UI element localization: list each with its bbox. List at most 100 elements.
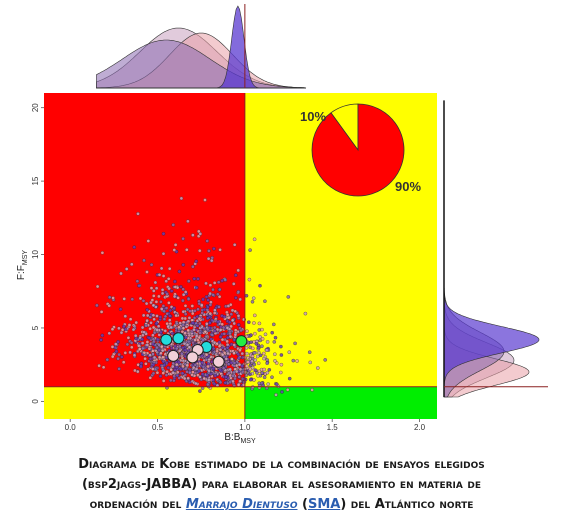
scatter-point [145,318,149,323]
scatter-point [203,329,208,334]
scatter-point [222,314,227,319]
scatter-point [216,280,221,284]
scatter-point [262,367,266,372]
scatter-point [184,335,188,340]
scatter-point [252,321,256,325]
scatter-point [155,337,160,342]
scatter-point [257,346,261,350]
scatter-point [152,289,156,293]
scatter-point [244,364,249,368]
scatter-point [194,381,198,386]
scatter-point [201,297,205,302]
scatter-point [255,354,260,359]
scatter-point [270,330,274,335]
scatter-point [223,278,228,282]
scatter-point [154,321,159,326]
scatter-point [316,366,320,370]
scatter-point [253,331,257,336]
scatter-point [171,370,175,375]
scatter-point [137,343,141,348]
scatter-point [234,273,238,277]
scatter-point [223,380,228,385]
scatter-point [167,286,171,291]
scatter-point [231,379,235,384]
scatter-point [161,359,166,364]
scatter-point [169,289,174,293]
scatter-point [172,374,176,378]
scatter-point [218,347,223,352]
scatter-point [194,367,199,371]
scatter-point [141,299,146,303]
scatter-point [225,326,230,330]
scatter-point [166,277,171,281]
scatter-point [251,296,256,300]
pie-label-yellow: 10% [300,109,326,124]
scatter-point [221,325,226,330]
scatter-point [272,322,276,327]
scatter-point [136,369,140,374]
scatter-point [213,329,217,333]
scatter-point [204,295,209,299]
scatter-point [237,362,242,367]
scatter-point [145,308,149,312]
scatter-point [181,298,185,303]
scatter-point [168,314,172,318]
scatter-point [194,285,199,290]
scatter-point [141,313,146,318]
scatter-point [178,344,182,349]
top-density-curve [96,39,307,89]
scatter-point [172,306,176,310]
scatter-point [225,345,230,350]
scatter-point [157,355,162,360]
scatter-point [161,231,166,236]
shortfin-mako-link[interactable]: Marrajo Dientuso [185,497,298,512]
scatter-point [262,375,267,380]
scatter-point [154,300,159,304]
scatter-point [220,278,224,283]
scatter-point [181,364,185,369]
scatter-point [185,248,189,252]
sma-link[interactable]: SMA [307,497,341,512]
scatter-point [181,309,186,314]
scatter-point [107,303,111,308]
scatter-point [295,359,299,363]
scatter-point [258,283,262,288]
scatter-point [143,356,147,361]
scatter-point [159,266,164,271]
scatter-point [95,284,100,289]
scatter-point [141,346,145,351]
scatter-point [197,369,201,374]
scatter-point [264,348,269,352]
scatter-point [180,371,185,376]
scatter-point [248,363,253,368]
scatter-point [125,342,130,347]
scatter-point [173,285,178,289]
scatter-point [249,340,253,344]
scatter-point [279,362,284,367]
scatter-point [152,317,156,322]
scatter-point [142,258,146,263]
scatter-point [161,367,165,372]
scatter-point [212,325,217,330]
scatter-point [155,314,159,318]
scatter-point [130,262,134,267]
scatter-point [204,334,208,339]
scatter-point [167,301,171,305]
pie-slice [311,103,405,197]
caption-line-2: (bsp2jags-JABBA) para elaborar el asesor… [81,477,482,492]
scatter-point [167,266,172,271]
scatter-point [185,342,190,347]
scatter-point [211,378,216,382]
y-tick-label: 10 [31,250,40,259]
scatter-point [310,388,314,392]
scatter-point [226,351,230,356]
y-tick-label: 0 [31,399,40,404]
scatter-point [237,375,242,379]
scatter-point [220,352,225,357]
scatter-point [139,364,143,368]
scatter-point [257,321,262,326]
scatter-point [208,321,212,325]
scatter-point [233,376,237,381]
scatter-point [212,246,216,251]
scatter-point [236,323,241,327]
